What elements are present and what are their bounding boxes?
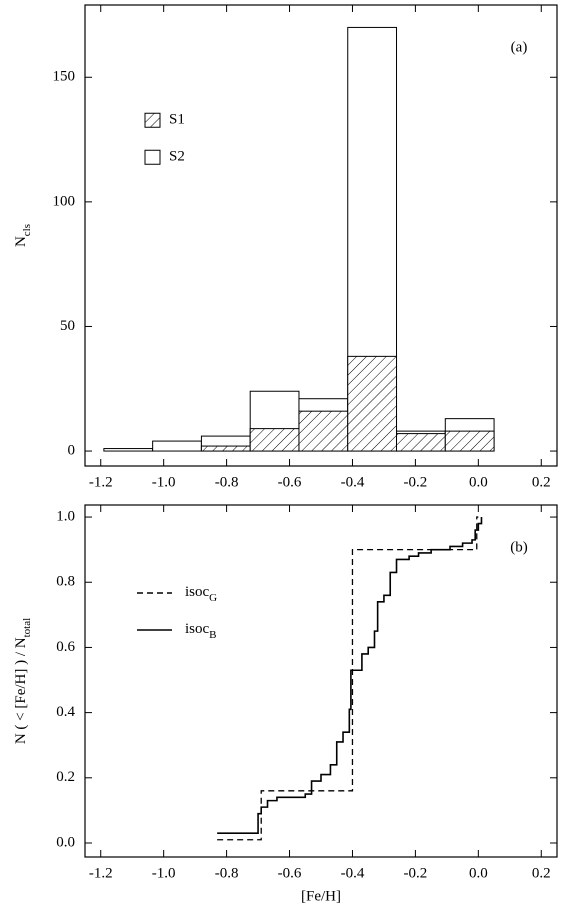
x-tick-label: -0.6 (278, 865, 302, 881)
panel: -1.2 -1.0 -0.8 -0.6 -0.4 -0.2 0.0 0.2 0 50 100 150 S… (13, 4, 558, 490)
y-label-subscript: cls (21, 224, 33, 236)
y-axis-label: N ( < [Fe/H] ) / Ntotal (13, 618, 32, 744)
y-tick-label: 150 (53, 69, 76, 85)
x-tick-label: -1.0 (152, 865, 176, 881)
y-tick-label: 0.0 (56, 834, 75, 850)
x-tick-label: -1.0 (152, 474, 176, 490)
y-tick-label: 0.8 (56, 574, 75, 590)
x-tick-label: -0.6 (278, 474, 302, 490)
y-tick-label: 0 (68, 442, 76, 458)
y-tick-label: 100 (53, 193, 76, 209)
x-tick-label: -1.2 (89, 474, 113, 490)
bar (298, 410, 349, 452)
line (217, 516, 479, 841)
y-tick-label: 0.6 (56, 639, 75, 655)
legend-swatch (144, 112, 161, 128)
plot-frame (84, 4, 558, 467)
legend-name: isoc (185, 621, 210, 637)
x-tick-label: -0.8 (215, 865, 239, 881)
legend-label: isocG (185, 584, 217, 603)
legend-name: isoc (185, 584, 210, 600)
bar (347, 355, 398, 452)
line (217, 517, 483, 835)
bar (249, 428, 300, 452)
x-tick-label: -0.4 (341, 474, 365, 490)
legend-subscript: G (209, 592, 217, 604)
y-tick-label: 1.0 (56, 508, 75, 524)
bar (396, 433, 446, 452)
plot-frame (84, 504, 558, 858)
x-tick-label: -0.2 (404, 865, 428, 881)
annotation: (b) (510, 539, 528, 555)
panel: -1.2 -1.0 -0.8 -0.6 -0.4 -0.2 0.0 0.2 0.0 0.2 0.4 0… (13, 504, 558, 904)
x-tick-label: 0.0 (469, 474, 488, 490)
annotation: (a) (511, 39, 528, 55)
legend-label: isocB (185, 621, 217, 640)
x-tick-label: 0.2 (532, 865, 551, 881)
y-tick-label: 50 (60, 318, 75, 334)
y-label-subscript: total (21, 618, 33, 638)
y-label-main: N (13, 236, 29, 247)
x-tick-label: 0.0 (469, 865, 488, 881)
bar (200, 445, 251, 452)
legend-swatch (144, 149, 161, 165)
legend-subscript: B (209, 629, 216, 641)
x-tick-label: -0.8 (215, 474, 239, 490)
legend-label: S2 (169, 149, 185, 165)
legend-label: S1 (169, 112, 185, 128)
y-axis-label: Ncls (13, 224, 32, 247)
x-tick-label: -1.2 (89, 865, 113, 881)
y-tick-label: 0.2 (56, 769, 75, 785)
y-tick-label: 0.4 (56, 704, 75, 720)
bar (152, 440, 202, 452)
x-tick-label: -0.4 (341, 865, 365, 881)
x-axis-label: [Fe/H] (301, 888, 341, 904)
y-label-main: N ( < [Fe/H] ) / N (13, 637, 29, 744)
x-tick-label: -0.2 (404, 474, 428, 490)
bar (444, 430, 495, 452)
x-tick-label: 0.2 (532, 474, 551, 490)
bar (103, 448, 154, 452)
